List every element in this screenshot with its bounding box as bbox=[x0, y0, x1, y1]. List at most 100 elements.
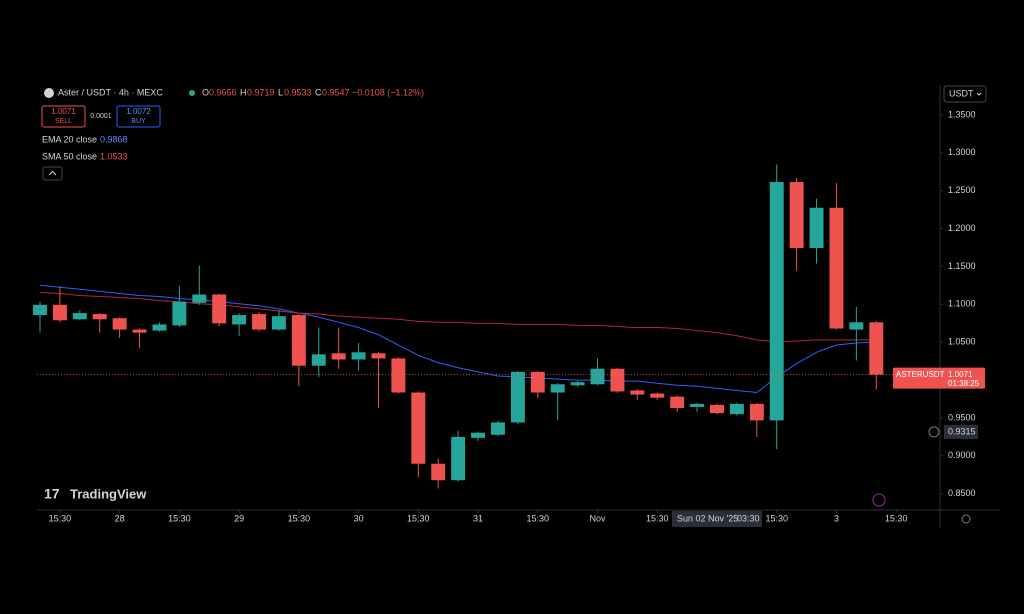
legend-ema: EMA 20 close bbox=[42, 134, 97, 144]
candle-body bbox=[550, 384, 565, 393]
y-tick-label: 1.3000 bbox=[948, 147, 976, 157]
last-price-value: 1.0071 bbox=[948, 370, 973, 379]
ohlc-c-label: C bbox=[315, 87, 322, 97]
candle-body bbox=[610, 368, 625, 392]
settings-icon[interactable] bbox=[961, 514, 971, 524]
candle-body bbox=[52, 304, 67, 321]
x-tick-label: 15:30 bbox=[168, 513, 191, 523]
candle-body bbox=[172, 301, 187, 326]
candle-body bbox=[252, 314, 266, 330]
x-tick-label: 15:30 bbox=[49, 513, 72, 523]
candle-body bbox=[271, 316, 286, 330]
legend-sma-value: 1.0533 bbox=[100, 151, 128, 161]
x-tick-label: 15:30 bbox=[885, 513, 908, 523]
candle-body bbox=[212, 294, 227, 324]
y-tick-label: 1.1000 bbox=[948, 299, 976, 309]
sell-price[interactable]: 1.0071 bbox=[51, 107, 76, 116]
legend-sma: SMA 50 close bbox=[42, 151, 97, 161]
candle-body bbox=[789, 182, 804, 249]
x-tick-label: 15:30 bbox=[407, 513, 430, 523]
x-tick-label: 28 bbox=[115, 513, 125, 523]
indicator-line bbox=[39, 291, 877, 343]
buy-button[interactable] bbox=[116, 105, 161, 128]
y-tick-label: 1.0500 bbox=[948, 337, 976, 347]
candle-body bbox=[630, 390, 645, 395]
candle-body bbox=[490, 422, 505, 435]
candle-body bbox=[710, 404, 724, 414]
alert-icon[interactable] bbox=[872, 493, 886, 507]
y-tick-label: 0.9500 bbox=[948, 412, 976, 422]
x-tick-label: Nov bbox=[590, 513, 607, 523]
ohlc-close: 0.9547 bbox=[322, 87, 350, 97]
y-tick-label: 1.1500 bbox=[948, 261, 976, 271]
x-tick-label: 15:30 bbox=[646, 513, 669, 523]
currency-select[interactable] bbox=[943, 85, 987, 103]
candle-body bbox=[92, 314, 107, 320]
last-price-box bbox=[893, 367, 985, 389]
currency-label[interactable]: USDT bbox=[949, 88, 974, 98]
candle-body bbox=[590, 368, 605, 385]
x-tick-label: 15:30 bbox=[288, 513, 311, 523]
candle-body bbox=[570, 382, 585, 386]
x-tick-label: 15:30 bbox=[527, 513, 550, 523]
candle-body bbox=[849, 322, 864, 330]
dropdown-icon[interactable] bbox=[976, 92, 982, 96]
crosshair-price-box bbox=[944, 424, 978, 439]
logo-text: TradingView bbox=[70, 486, 147, 501]
candle-body bbox=[869, 322, 884, 375]
last-price-countdown: 01:38:25 bbox=[948, 379, 980, 388]
candle-body bbox=[809, 207, 824, 249]
ohlc-h-label: H bbox=[240, 87, 247, 97]
x-tick-label: 29 bbox=[234, 513, 244, 523]
candle-body bbox=[391, 358, 406, 393]
candle-body bbox=[749, 403, 764, 421]
candle-body bbox=[510, 371, 525, 423]
candle-body bbox=[690, 403, 705, 407]
x-tick-label: 30 bbox=[354, 513, 364, 523]
candle-body bbox=[351, 352, 366, 360]
spread: 0.0001 bbox=[90, 113, 112, 120]
candle-body bbox=[769, 182, 784, 421]
candle-body bbox=[670, 396, 685, 408]
collapse-icon[interactable] bbox=[48, 170, 57, 176]
y-tick-label: 0.9000 bbox=[948, 450, 976, 460]
candle-body bbox=[152, 324, 167, 331]
x-tick-label: 3 bbox=[834, 513, 839, 523]
ohlc-open: 0.9656 bbox=[209, 87, 237, 97]
buy-price[interactable]: 1.0072 bbox=[126, 107, 151, 116]
ohlc-o-label: O bbox=[202, 87, 209, 97]
y-tick-label: 1.2500 bbox=[948, 185, 976, 195]
candle-body bbox=[530, 371, 545, 393]
y-tick-label: 1.3500 bbox=[948, 109, 976, 119]
x-tick-label: 15:30 bbox=[765, 513, 788, 523]
candle-body bbox=[331, 353, 346, 360]
candle-body bbox=[411, 392, 426, 464]
crosshair-plus bbox=[928, 426, 940, 438]
collapse-button[interactable] bbox=[42, 166, 63, 181]
sell-label[interactable]: SELL bbox=[55, 118, 72, 125]
market-status bbox=[189, 90, 195, 96]
logo-mark: 17 bbox=[44, 486, 60, 502]
crosshair-time-box bbox=[671, 511, 762, 527]
sell-button[interactable] bbox=[41, 105, 86, 128]
candle-body bbox=[451, 436, 466, 481]
candle-body bbox=[371, 353, 386, 359]
candle-body bbox=[72, 313, 87, 320]
candle-body bbox=[33, 304, 47, 316]
ohlc-change: −0.0108 (−1.12%) bbox=[352, 87, 424, 97]
candle-body bbox=[729, 403, 744, 415]
candle-body bbox=[471, 432, 486, 438]
ohlc-l-label: L bbox=[278, 87, 283, 97]
ohlc-low: 0.9533 bbox=[284, 87, 312, 97]
buy-label[interactable]: BUY bbox=[131, 118, 146, 125]
y-tick-label: 1.2000 bbox=[948, 223, 976, 233]
candle-body bbox=[132, 329, 147, 333]
x-tick-label: 31 bbox=[473, 513, 483, 523]
candle-body bbox=[650, 393, 665, 398]
symbol-icon bbox=[44, 88, 54, 98]
symbol-title: Aster / USDT · 4h · MEXC bbox=[58, 87, 163, 97]
last-price-symbol: ASTERUSDT bbox=[896, 370, 945, 379]
candle-body bbox=[311, 354, 326, 366]
candle-body bbox=[431, 463, 446, 481]
